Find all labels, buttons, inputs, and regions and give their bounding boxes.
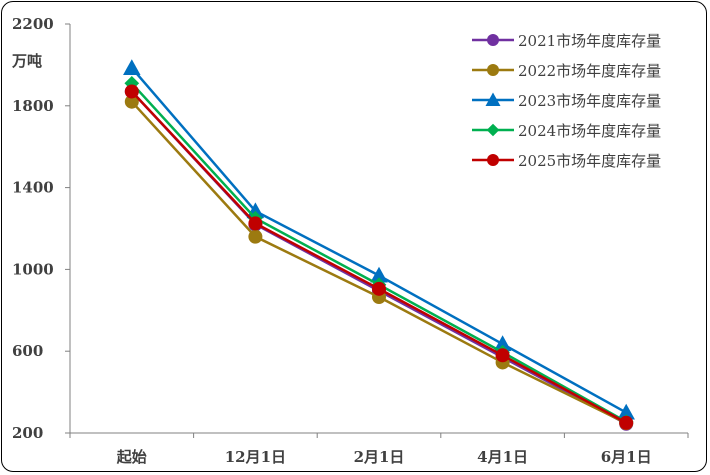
data-point <box>617 403 635 420</box>
data-point <box>123 59 141 75</box>
data-point <box>124 84 139 99</box>
data-point <box>487 64 499 76</box>
series-line <box>130 90 627 424</box>
series-2022市场年度库存量 <box>124 94 634 431</box>
series-group <box>123 59 635 431</box>
series-line <box>130 100 627 425</box>
data-point <box>248 229 263 244</box>
x-tick-labels: 起始 12月1日 2月1日 4月1日 6月1日 <box>116 448 652 466</box>
data-point <box>493 335 512 352</box>
legend-label: 2021市场年度库存量 <box>518 32 661 50</box>
series-2025市场年度库存量 <box>124 84 634 430</box>
data-point <box>486 123 500 137</box>
y-tick-label: 600 <box>12 342 43 360</box>
axes <box>65 23 689 438</box>
legend-item: 2025市场年度库存量 <box>472 152 661 170</box>
x-tick-label: 2月1日 <box>354 448 405 466</box>
x-tick-label: 起始 <box>116 448 147 466</box>
data-point <box>619 415 634 430</box>
x-tick-label: 4月1日 <box>477 448 528 466</box>
data-point <box>487 34 499 46</box>
x-tick-label: 6月1日 <box>601 448 652 466</box>
series-line <box>130 90 627 425</box>
series-2023市场年度库存量 <box>123 59 635 420</box>
y-tick-labels: 200 600 1000 1400 1800 2200 <box>12 15 54 442</box>
y-tick-label: 200 <box>12 424 43 442</box>
legend-label: 2022市场年度库存量 <box>518 62 661 80</box>
legend-label: 2024市场年度库存量 <box>518 122 661 140</box>
legend-item: 2021市场年度库存量 <box>472 32 661 50</box>
data-point <box>124 94 139 109</box>
y-axis-unit-label: 万吨 <box>11 52 42 70</box>
legend-item: 2022市场年度库存量 <box>472 62 661 80</box>
data-point <box>372 281 386 296</box>
data-point <box>487 154 499 166</box>
legend: 2021市场年度库存量 2022市场年度库存量 2023市场年度库存量 2024市场年… <box>472 32 661 170</box>
legend-label: 2023市场年度库存量 <box>518 92 661 110</box>
y-tick-label: 1400 <box>12 179 54 197</box>
data-point <box>248 216 263 231</box>
data-point <box>485 92 501 106</box>
data-point <box>370 266 388 283</box>
y-tick-label: 2200 <box>12 15 54 33</box>
y-tick-label: 1800 <box>12 97 54 115</box>
y-tick-label: 1000 <box>12 260 54 278</box>
x-tick-label: 12月1日 <box>225 448 286 466</box>
series-line <box>130 67 627 414</box>
legend-item: 2023市场年度库存量 <box>472 92 661 110</box>
legend-label: 2025市场年度库存量 <box>518 152 661 170</box>
data-point <box>495 348 510 363</box>
legend-item: 2024市场年度库存量 <box>472 122 661 140</box>
